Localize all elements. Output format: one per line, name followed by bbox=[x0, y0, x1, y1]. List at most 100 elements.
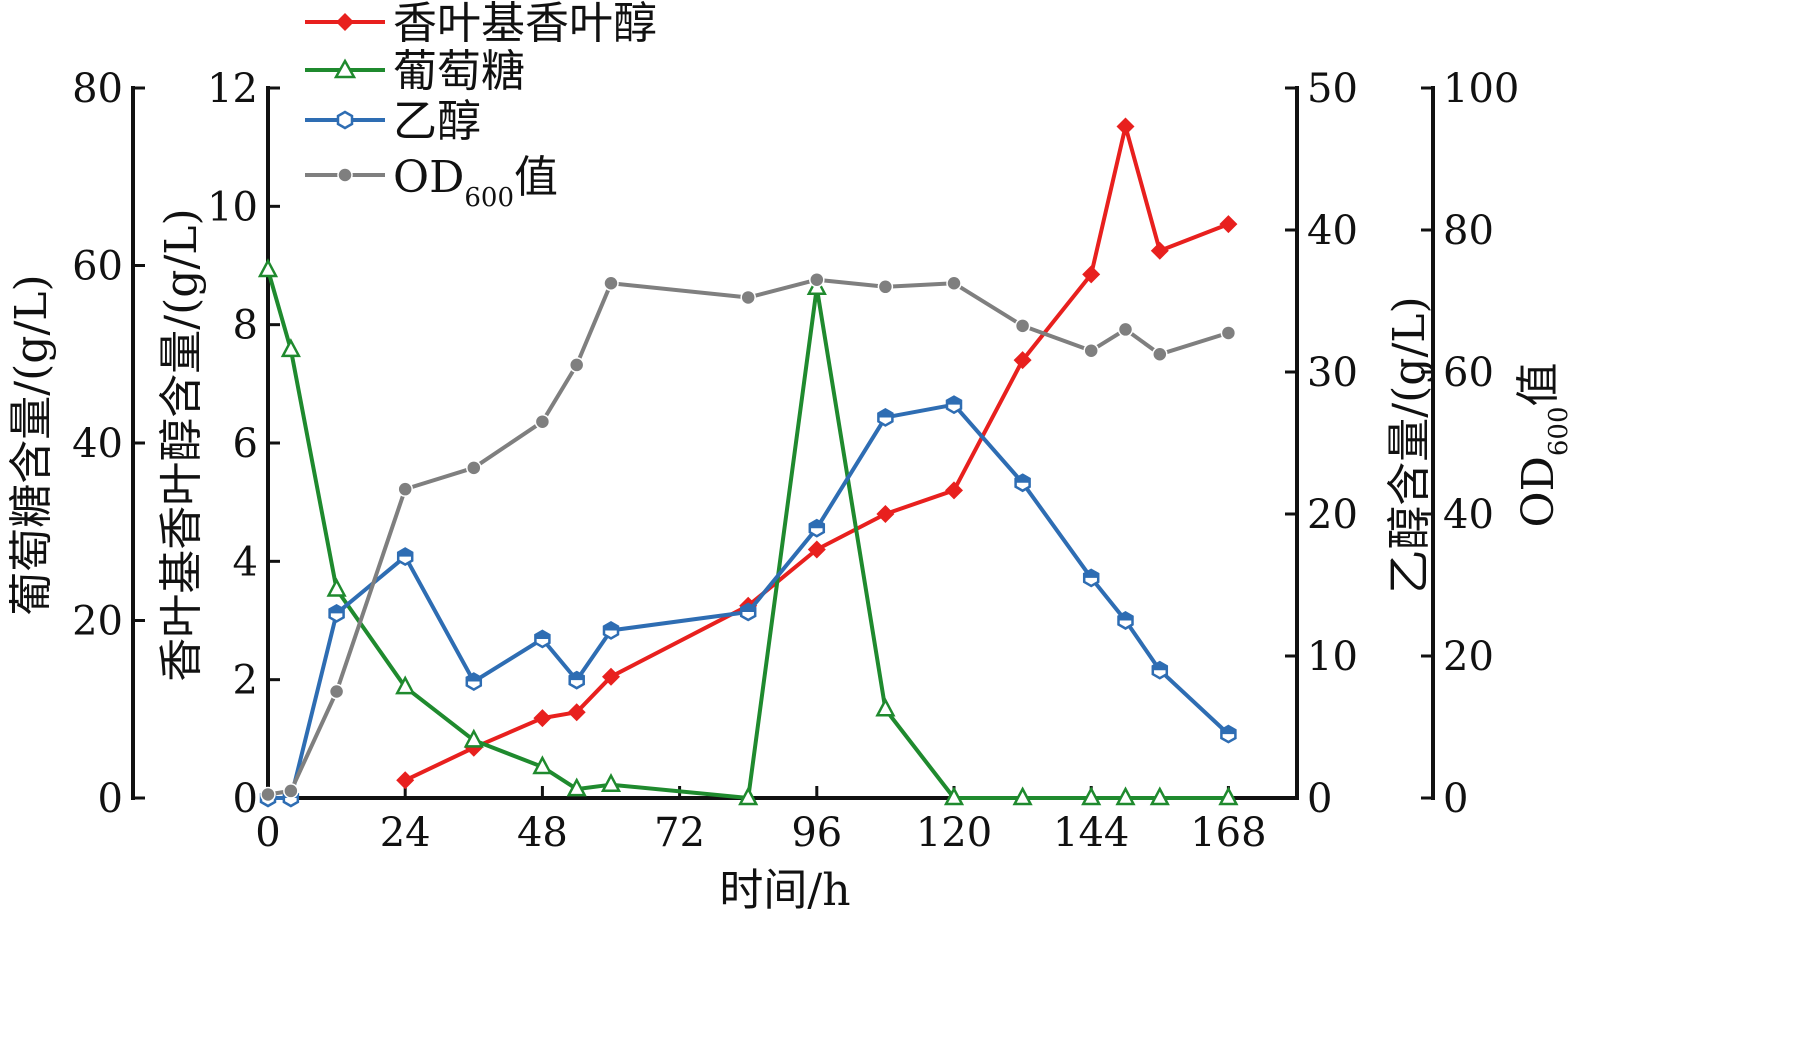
legend-item-od: OD600值 bbox=[305, 152, 558, 213]
legend: 香叶基香叶醇 葡萄糖 乙醇 OD600值 bbox=[305, 0, 657, 213]
legend-label-geraniol: 香叶基香叶醇 bbox=[393, 0, 657, 49]
data-point-ethanol bbox=[396, 547, 414, 567]
x-tick-label: 120 bbox=[916, 810, 992, 856]
legend-label-ethanol: 乙醇 bbox=[393, 96, 481, 147]
marker-fill bbox=[569, 672, 584, 681]
marker-fill bbox=[1084, 569, 1099, 578]
marker-fill bbox=[1221, 726, 1236, 735]
x-tick-label: 24 bbox=[380, 810, 431, 856]
series-line-od bbox=[267, 277, 1229, 797]
legend-od-main: OD bbox=[393, 152, 464, 203]
geraniol-tick-label: 2 bbox=[233, 658, 258, 704]
marker-fill bbox=[466, 673, 481, 682]
ethanol-axis-label: 乙醇含量/(g/L) bbox=[1384, 296, 1435, 593]
data-point-glucose bbox=[463, 728, 484, 748]
data-point-glucose bbox=[875, 697, 896, 717]
data-point-glucose bbox=[280, 338, 301, 358]
x-tick-label: 72 bbox=[654, 810, 705, 856]
data-point-ethanol bbox=[328, 603, 345, 623]
ethanol-tick-label: 50 bbox=[1307, 66, 1358, 112]
glucose-tick-label: 60 bbox=[72, 244, 123, 290]
legend-od-suffix: 值 bbox=[514, 152, 558, 203]
data-point-geraniol bbox=[567, 703, 586, 722]
legend-od-sub: 600 bbox=[464, 183, 514, 213]
data-point-od bbox=[283, 783, 299, 799]
data-point-geraniol bbox=[602, 667, 620, 686]
marker-fill bbox=[398, 548, 413, 557]
data-point-geraniol bbox=[807, 540, 826, 559]
data-point-ethanol bbox=[465, 672, 483, 691]
data-point-ethanol bbox=[1014, 473, 1031, 493]
geraniol-tick-label: 4 bbox=[233, 539, 258, 585]
legend-marker-geraniol bbox=[336, 13, 354, 31]
data-point-ethanol bbox=[568, 670, 585, 690]
od-tick-label: 20 bbox=[1443, 634, 1494, 680]
x-tick-label: 144 bbox=[1053, 810, 1129, 856]
data-point-geraniol bbox=[876, 505, 895, 523]
glucose-tick-label: 40 bbox=[72, 421, 123, 467]
ethanol-tick-label: 10 bbox=[1307, 634, 1358, 680]
geraniol-tick-label: 8 bbox=[233, 303, 258, 349]
ethanol-tick-label: 0 bbox=[1307, 776, 1332, 822]
data-point-geraniol bbox=[1116, 117, 1135, 136]
series-glucose bbox=[257, 258, 1239, 806]
data-point-geraniol bbox=[1082, 265, 1101, 284]
data-point-od bbox=[1014, 318, 1031, 334]
marker-fill bbox=[741, 603, 756, 612]
data-point-ethanol bbox=[945, 395, 963, 415]
data-point-glucose bbox=[943, 786, 965, 806]
data-point-glucose bbox=[1115, 786, 1136, 806]
data-point-geraniol bbox=[396, 771, 415, 790]
data-point-od bbox=[809, 271, 825, 288]
data-point-od bbox=[1152, 346, 1168, 362]
data-point-ethanol bbox=[602, 621, 620, 640]
marker-fill bbox=[329, 605, 344, 614]
od-tick-label: 40 bbox=[1443, 492, 1494, 538]
marker-fill bbox=[809, 520, 824, 529]
geraniol-axis-label: 香叶基香叶醇含量/(g/L) bbox=[156, 208, 207, 681]
data-point-glucose bbox=[566, 777, 587, 797]
data-point-ethanol bbox=[1220, 724, 1237, 744]
marker-fill bbox=[1152, 662, 1167, 671]
data-point-glucose bbox=[738, 786, 759, 806]
od-axis-label-main: OD bbox=[1513, 456, 1564, 527]
data-point-ethanol bbox=[1151, 660, 1169, 680]
data-point-geraniol bbox=[1150, 241, 1169, 260]
data-point-od bbox=[1220, 325, 1237, 341]
legend-label-glucose: 葡萄糖 bbox=[393, 46, 525, 97]
data-point-ethanol bbox=[534, 629, 551, 649]
data-point-glucose bbox=[1149, 786, 1170, 806]
series-ethanol bbox=[259, 395, 1237, 808]
od-axis-label-suffix: 值 bbox=[1513, 363, 1564, 407]
x-tick-label: 96 bbox=[791, 810, 842, 856]
data-point-ethanol bbox=[877, 408, 894, 427]
glucose-axis-label: 葡萄糖含量/(g/L) bbox=[6, 274, 57, 615]
glucose-tick-label: 80 bbox=[72, 66, 123, 112]
glucose-tick-label: 20 bbox=[72, 599, 123, 645]
marker-fill bbox=[878, 409, 893, 418]
od-tick-label: 80 bbox=[1443, 208, 1494, 254]
data-point-od bbox=[946, 275, 962, 291]
geraniol-tick-label: 10 bbox=[207, 184, 258, 230]
series-layer bbox=[257, 117, 1239, 808]
geraniol-tick-label: 12 bbox=[207, 66, 258, 112]
od-tick-label: 0 bbox=[1443, 776, 1468, 822]
x-tick-label: 48 bbox=[517, 810, 568, 856]
data-point-od bbox=[534, 413, 551, 430]
data-point-ethanol bbox=[1082, 568, 1100, 588]
x-tick-label: 0 bbox=[255, 810, 280, 856]
data-point-geraniol bbox=[1219, 215, 1238, 234]
axes: 0 24 48 72 96 120 144 1680204060800246810120102… bbox=[72, 66, 1519, 856]
legend-marker-ethanol bbox=[336, 110, 354, 130]
series-geraniol bbox=[396, 117, 1238, 790]
data-point-glucose bbox=[1081, 786, 1102, 806]
x-tick-label: 168 bbox=[1190, 810, 1266, 856]
data-point-ethanol bbox=[808, 518, 826, 538]
legend-item-geraniol: 香叶基香叶醇 bbox=[305, 0, 657, 49]
data-point-geraniol bbox=[533, 709, 552, 728]
data-point-glucose bbox=[257, 258, 279, 278]
legend-item-glucose: 葡萄糖 bbox=[305, 46, 525, 97]
data-point-geraniol bbox=[1013, 351, 1032, 370]
x-axis-label: 时间/h bbox=[719, 865, 850, 914]
legend-marker-od bbox=[337, 167, 353, 183]
